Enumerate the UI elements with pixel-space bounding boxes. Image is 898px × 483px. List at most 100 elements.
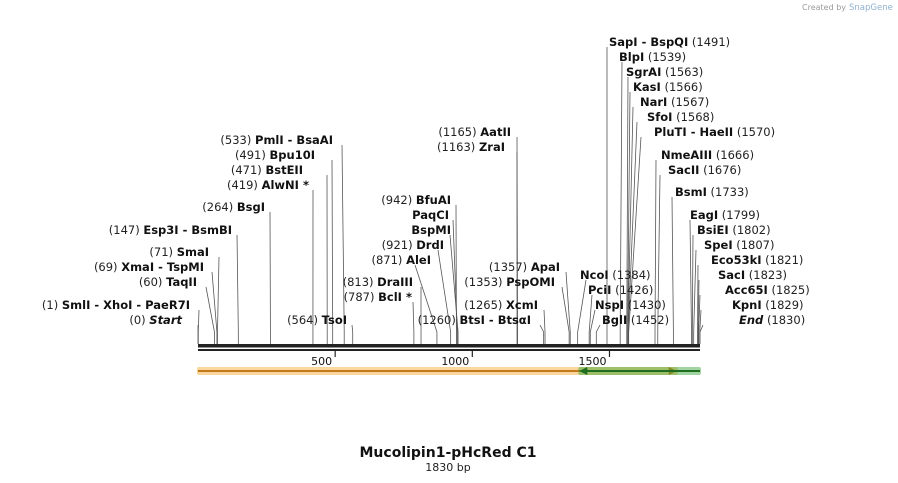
- restriction-site: (921) DrdI: [382, 238, 444, 252]
- enzyme-name: BglI: [602, 313, 627, 327]
- brand-prefix: Created by: [802, 3, 846, 12]
- site-leader-line: [697, 279, 700, 344]
- enzyme-name: BstEII: [265, 163, 303, 177]
- restriction-site: PaqCI: [412, 208, 449, 222]
- restriction-site: BglI (1452): [602, 313, 669, 327]
- enzyme-name: PciI: [588, 283, 611, 297]
- site-position: (1666): [716, 148, 754, 162]
- enzyme-name: PspOMI: [506, 275, 555, 289]
- restriction-site: SapI - BspQI (1491): [609, 35, 730, 49]
- site-leader-line: [211, 271, 218, 344]
- restriction-site: (264) BsgI: [202, 200, 265, 214]
- site-position: (1823): [749, 268, 787, 282]
- site-label: BlpI (1539): [619, 50, 686, 64]
- site-label: (787) BclI *: [344, 290, 412, 304]
- site-leader-line: [577, 279, 587, 344]
- restriction-site: SpeI (1807): [704, 238, 775, 252]
- site-leader-line: [619, 61, 623, 344]
- site-label: SacI (1823): [718, 268, 787, 282]
- site-label: BsmI (1733): [675, 185, 749, 199]
- site-labels: (533) PmlI - BsaAI(491) Bpu10I(471) BstE…: [42, 35, 810, 327]
- restriction-site: (471) BstEII: [231, 163, 303, 177]
- restriction-site: BsiEI (1802): [697, 223, 771, 237]
- enzyme-name: BclI: [378, 290, 402, 304]
- brand-name: SnapGene: [849, 3, 893, 13]
- green-feature: [578, 367, 701, 375]
- site-leader-line: [588, 294, 593, 344]
- site-position: (147): [109, 223, 140, 237]
- enzyme-name: - BsaAI: [284, 133, 333, 147]
- enzyme-name: SacII: [668, 163, 699, 177]
- site-label: (1265) XcmI: [464, 298, 538, 312]
- site-leader-line: [217, 256, 220, 344]
- site-label: PluTI - HaeII (1570): [654, 125, 775, 139]
- enzyme-name: Eco53kI: [711, 253, 762, 267]
- site-leader-line: [539, 324, 545, 344]
- enzyme-name: XmaI: [121, 260, 154, 274]
- enzyme-name: EagI: [690, 208, 718, 222]
- site-leader-line: [437, 249, 452, 344]
- site-position: (264): [202, 200, 233, 214]
- restriction-site: (60) TaqII: [139, 275, 197, 289]
- site-label: BsiEI (1802): [697, 223, 771, 237]
- enzyme-name: BfuAI: [416, 193, 451, 207]
- enzyme-name: KasI: [633, 80, 661, 94]
- map-length: 1830 bp: [425, 461, 470, 474]
- restriction-site: End (1830): [739, 313, 805, 327]
- site-label: Acc65I (1825): [725, 283, 810, 297]
- restriction-site: (1357) ApaI: [489, 260, 560, 274]
- site-leader-line: [699, 324, 704, 344]
- site-leader-line: [657, 174, 661, 344]
- site-leader-line: [561, 286, 570, 344]
- site-position: (1568): [676, 110, 714, 124]
- restriction-site: (787) BclI *: [344, 290, 412, 304]
- snapgene-brand: Created by SnapGene: [802, 3, 893, 13]
- feature-arrows: [197, 367, 701, 375]
- site-position: (1357): [489, 260, 527, 274]
- map-title: Mucolipin1-pHcRed C1: [360, 445, 537, 461]
- scale-tick-label: 500: [311, 355, 332, 368]
- site-leader-line: [452, 219, 458, 344]
- enzyme-name: ApaI: [531, 260, 560, 274]
- site-position: (1539): [648, 50, 686, 64]
- enzyme-name: SacI: [718, 268, 745, 282]
- enzyme-name: AlwNI: [262, 178, 299, 192]
- enzyme-name: SpeI: [704, 238, 733, 252]
- site-label: (491) Bpu10I: [235, 148, 315, 162]
- enzyme-name: SfoI: [647, 110, 672, 124]
- enzyme-name: XcmI: [506, 298, 538, 312]
- site-label: (1163) ZraI: [437, 140, 505, 154]
- site-position: (71): [149, 245, 173, 259]
- scale-tick-label: 1500: [578, 355, 606, 368]
- restriction-site: BspMI: [411, 223, 451, 237]
- site-position: (1165): [438, 125, 476, 139]
- site-leader-line: [628, 136, 642, 344]
- enzyme-name: NarI: [640, 95, 667, 109]
- enzyme-name: Acc65I: [725, 283, 768, 297]
- enzyme-name: - XhoI: [90, 298, 132, 312]
- site-label: (69) XmaI - TspMI: [94, 260, 204, 274]
- site-label: (1353) PspOMI: [464, 275, 555, 289]
- site-label: (264) BsgI: [202, 200, 265, 214]
- site-label: PaqCI: [412, 208, 449, 222]
- site-label: (813) DraIII: [343, 275, 413, 289]
- site-label: (419) AlwNI *: [227, 178, 309, 192]
- site-leader-line: [565, 271, 571, 344]
- restriction-site: (0) Start: [129, 313, 182, 327]
- enzyme-name: - PaeR7I: [132, 298, 190, 312]
- restriction-site: PluTI - HaeII (1570): [654, 125, 775, 139]
- enzyme-name: PluTI: [654, 125, 687, 139]
- site-label: (71) SmaI: [149, 245, 209, 259]
- enzyme-name: BspMI: [411, 223, 451, 237]
- site-leader-line: [595, 324, 601, 344]
- methylation-star: *: [402, 290, 412, 304]
- site-leader-line: [589, 309, 596, 344]
- restriction-site: Acc65I (1825): [725, 283, 810, 297]
- enzyme-name: - TspMI: [154, 260, 204, 274]
- restriction-site: PciI (1426): [588, 283, 653, 297]
- site-label: End (1830): [739, 313, 805, 327]
- site-position: (1807): [736, 238, 774, 252]
- site-position: (1): [42, 298, 58, 312]
- restriction-site: EagI (1799): [690, 208, 760, 222]
- site-label: NmeAIII (1666): [661, 148, 754, 162]
